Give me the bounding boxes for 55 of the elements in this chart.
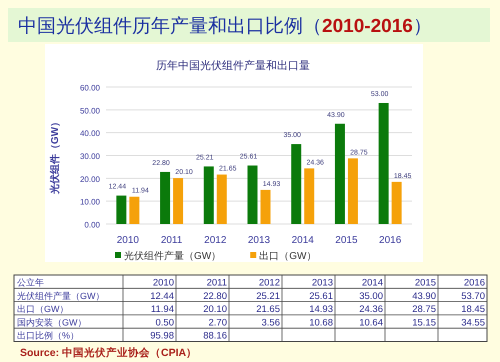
category-label: 2010 [152, 278, 174, 288]
y-axis-title: 光伏组件（GW） [49, 116, 61, 196]
text: 10.68 [309, 317, 333, 328]
y-tick-label: 20.00 [80, 174, 101, 184]
text: 国内安装（GW） [17, 317, 86, 328]
text: 18.45 [461, 304, 485, 316]
text: 公立年 [17, 278, 44, 288]
text: 35.00 [359, 290, 383, 302]
text: 25.21 [256, 290, 280, 302]
y-tick-label: 50.00 [80, 106, 101, 116]
text: 12.44 [150, 290, 174, 302]
y-tick-label: 10.00 [80, 198, 101, 207]
text: 15.15 [412, 317, 436, 328]
y-tick-label: 60.00 [80, 84, 101, 92]
x-tick-label: 2010 [116, 235, 140, 246]
text: 88.16 [203, 330, 227, 342]
y-tick-label: 40.00 [80, 129, 101, 138]
text: 22.80 [203, 290, 227, 302]
text: 光伏组件产量（GW） [17, 290, 104, 301]
chart-subtitle: 历年中国光伏组件产量和出口量 [156, 59, 310, 72]
category-label: 2016 [464, 278, 485, 288]
text: 25.61 [309, 290, 333, 302]
x-tick-label: 2016 [379, 235, 402, 246]
category-label: 2011 [206, 278, 227, 288]
source-note: Source: 中国光伏产业协会（CPIA） [20, 346, 198, 359]
category-label: 2012 [258, 278, 280, 288]
text: 24.36 [359, 304, 383, 316]
chart-title: 中国光伏组件历年产量和出口比例（2010-2016） [18, 16, 432, 37]
text: 14.93 [309, 304, 333, 316]
legend-label: 光伏组件产量（GW） [124, 250, 222, 262]
text: 21.65 [256, 304, 280, 316]
text: 11.94 [150, 304, 174, 316]
x-tick-label: 2011 [160, 235, 183, 246]
x-tick-label: 2015 [335, 235, 358, 246]
x-tick-label: 2012 [204, 235, 227, 246]
x-tick-label: 2013 [248, 235, 271, 246]
legend-label: 出口（GW） [259, 250, 316, 262]
text: 0.50 [156, 317, 174, 328]
text: 出口（GW） [17, 304, 68, 314]
text: 34.55 [461, 317, 485, 328]
y-tick-label: 0.00 [84, 220, 101, 230]
category-label: 2015 [414, 278, 436, 288]
text: 28.75 [412, 304, 436, 316]
text: 95.98 [150, 330, 174, 342]
text: 2.70 [208, 317, 227, 328]
text: 20.10 [203, 304, 227, 316]
x-tick-label: 2014 [292, 235, 314, 246]
category-label: 2013 [312, 278, 333, 288]
text: 3.56 [262, 317, 280, 328]
category-label: 2014 [362, 278, 383, 288]
text: 53.70 [461, 290, 485, 302]
text: 出口比例（%） [17, 330, 80, 341]
text: 43.90 [412, 290, 436, 302]
text: 10.64 [359, 317, 383, 328]
y-tick-label: 30.00 [80, 152, 101, 161]
